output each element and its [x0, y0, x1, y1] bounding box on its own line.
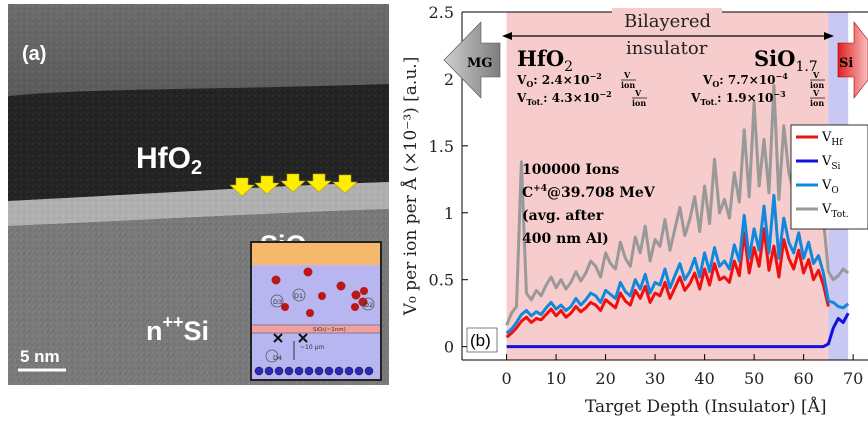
svg-text:V: V — [812, 88, 820, 98]
legend-label: VTot. — [821, 202, 849, 220]
svg-text:V: V — [634, 88, 642, 98]
tem-image-panel: (a) HfO2 SiOx n++Si 5 nm D4 D3 D1 — [8, 4, 389, 385]
panel-a-label: (a) — [22, 43, 46, 65]
defect-balls — [271, 267, 368, 317]
x-tick-label: 10 — [546, 369, 566, 388]
region-shading — [506, 12, 849, 360]
svg-text:V: V — [623, 70, 631, 80]
hfo2-annotation: HfO2 VO: 2.4×10−2 V ion VTot.: 4.3×10−2 … — [516, 46, 647, 108]
legend-label: VHf — [821, 130, 843, 148]
svg-text:ion: ion — [621, 80, 635, 90]
sio-vtot: VTot.: 1.9×10−3 — [690, 89, 786, 107]
legend-label: VO — [821, 178, 839, 196]
x-tick-label: 20 — [595, 369, 615, 388]
y-tick-label: 2.5 — [429, 3, 454, 22]
x-tick-label: 0 — [501, 369, 511, 388]
hfo2-layer-label: HfO2 — [136, 142, 202, 179]
inset-d3: D3 — [273, 298, 282, 306]
hfo2-vo-unit: V ion — [621, 70, 636, 90]
panel-b-label-box: (b) — [466, 327, 498, 353]
legend-label: VSi — [821, 154, 841, 172]
y-tick-label: 0 — [444, 338, 454, 357]
hfo2-title: HfO2 — [517, 46, 573, 75]
inset-si-atoms — [254, 366, 374, 376]
svg-text:ion: ion — [810, 98, 824, 108]
sio-title: SiO1.7 — [754, 46, 818, 75]
series-line-si — [506, 312, 850, 349]
y-tick-label: 1.5 — [429, 137, 454, 156]
series-line-o — [505, 193, 850, 335]
interface-arrows — [229, 173, 358, 197]
hfo2-vtot-unit: V ion — [632, 88, 647, 108]
region-hfo2 — [506, 12, 829, 360]
y-axis-label: V₀ per ion per Å (×10⁻³) [a.u.] — [400, 57, 421, 317]
insulator-label: insulator — [626, 38, 708, 59]
legend: VHf VSi VO VTot. — [790, 124, 868, 230]
bilayer-span: Bilayered insulator — [502, 8, 834, 59]
x-tick-label: 40 — [694, 369, 714, 388]
defect-schematic-inset: D4 D3 D1 D2 SiO₂(~1nm) ~10 μm — [250, 241, 382, 381]
si-substrate-label: n++Si — [146, 312, 209, 346]
si-label: Si — [839, 56, 853, 71]
mg-arrow: MG — [443, 21, 501, 99]
tem-image: (a) HfO2 SiOx n++Si 5 nm D4 D3 D1 — [8, 4, 389, 385]
panel-b-label: (b) — [470, 331, 491, 350]
y-tick-label: 0.5 — [429, 271, 454, 290]
inset-d1: D1 — [294, 292, 303, 300]
si-arrow: Si — [837, 21, 868, 99]
series-line-hf — [505, 227, 830, 339]
sim-line-3: (avg. after — [522, 208, 604, 224]
hfo2-vtot: VTot.: 4.3×10−2 — [516, 89, 612, 107]
svg-text:ion: ion — [810, 80, 824, 90]
x-axis-label: Target Depth (Insulator) [Å] — [585, 396, 827, 417]
mg-label: MG — [467, 56, 493, 71]
inset-sio2-label: SiO₂(~1nm) — [313, 327, 346, 333]
inset-depth-label: ~10 μm — [300, 344, 324, 351]
x-tick-label: 30 — [645, 369, 665, 388]
x-tick-label: 50 — [744, 369, 764, 388]
x-tick-label: 70 — [843, 369, 863, 388]
sio-annotation: SiO1.7 VO: 7.7×10−4 V ion VTot.: 1.9×10−… — [690, 46, 825, 108]
hfo2-vo: VO: 2.4×10−2 — [516, 71, 602, 89]
axis-ticks: 0 10 20 30 40 50 60 70 0 0.5 1 1.5 2 2.5 — [429, 3, 864, 388]
svg-text:ion: ion — [632, 98, 646, 108]
sim-line-1: 100000 Ions — [522, 162, 619, 178]
y-tick-label: 2 — [444, 70, 454, 89]
inset-d2: D2 — [364, 301, 373, 309]
simulation-info: 100000 Ions C+4@39.708 MeV (avg. after 4… — [522, 162, 656, 247]
bilayered-label: Bilayered — [624, 11, 711, 32]
sio-vtot-unit: V ion — [810, 88, 825, 108]
scale-bar-label: 5 nm — [20, 347, 60, 366]
sio-vo-unit: V ion — [810, 70, 825, 90]
x-tick-label: 60 — [793, 369, 813, 388]
svg-text:V: V — [812, 70, 820, 80]
sim-line-2: C+4@39.708 MeV — [522, 184, 656, 201]
y-tick-label: 1 — [444, 204, 454, 223]
sim-line-4: 400 nm Al) — [522, 231, 609, 247]
sio-vo: VO: 7.7×10−4 — [702, 71, 788, 89]
inset-crosses — [273, 333, 308, 343]
inset-d4: D4 — [273, 354, 282, 362]
vacancy-chart: 0 10 20 30 40 50 60 70 0 0.5 1 1.5 2 2.5 Target Depth… — [400, 3, 868, 417]
